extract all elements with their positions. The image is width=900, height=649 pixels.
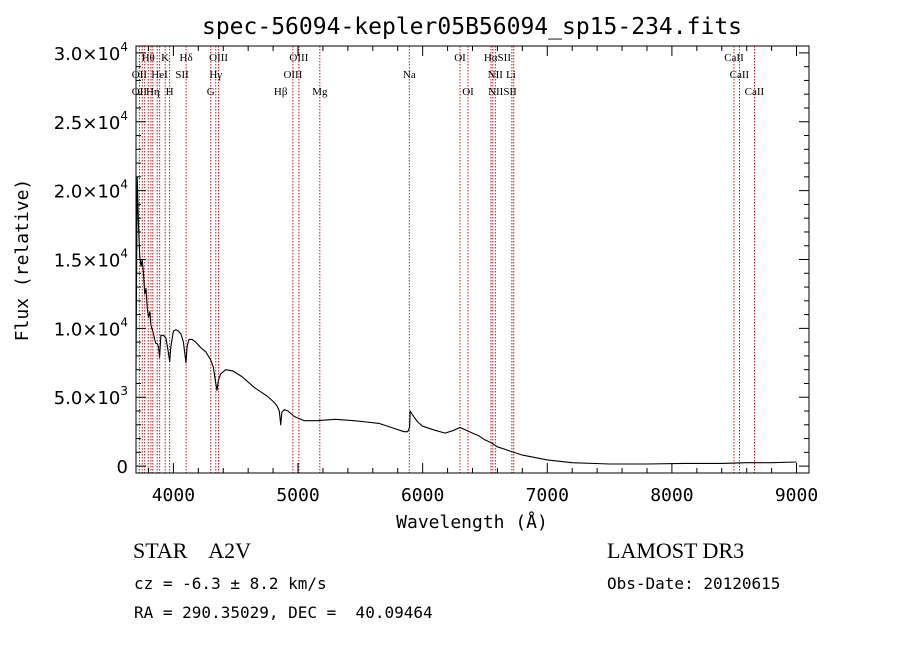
x-tick-label-9000: 9000	[775, 485, 818, 506]
x-tick-label-8000: 8000	[650, 485, 693, 506]
plot-frame	[135, 45, 810, 474]
observation-date: Obs-Date: 20120615	[607, 574, 781, 593]
redshift-velocity: cz = -6.3 ± 8.2 km/s	[134, 574, 327, 593]
line-label-20: G	[207, 86, 215, 98]
y-tick-exponent-30000: 4	[120, 40, 128, 54]
y-tick-exponent-5000: 3	[120, 384, 128, 398]
object-class: STAR	[133, 538, 188, 563]
y-tick-label-30000: 3.0×104	[54, 40, 128, 65]
line-label-13: Na	[403, 69, 416, 81]
line-label-21: Hβ	[274, 86, 288, 98]
line-label-0: Hθ	[142, 52, 155, 64]
x-axis-label: Wavelength (Å)	[396, 511, 548, 533]
line-label-8: OII	[132, 69, 148, 81]
y-tick-exponent-20000: 4	[120, 178, 128, 192]
line-label-25: CaII	[745, 86, 765, 98]
y-axis: 0 5.0×103 1.0×104 1.5×104 2.0×104 2.5×104 3.0×…	[54, 40, 809, 478]
x-tick-label-5000: 5000	[276, 485, 319, 506]
y-tick-exponent-10000: 4	[120, 315, 128, 329]
line-label-22: Mg	[312, 86, 328, 98]
line-label-23: OI	[462, 86, 474, 98]
line-label-1: K	[161, 52, 169, 64]
line-label-4: OIII	[289, 52, 308, 64]
x-axis: 4000 5000 6000 7000 8000 9000	[147, 46, 818, 506]
x-tick-label-7000: 7000	[526, 485, 569, 506]
line-label-10: SII	[175, 69, 189, 81]
spectral-line-labels: Hθ K Hδ OIII OIII OI HαSII CaII OII HeI SII Hγ OIII N…	[132, 52, 765, 98]
spectrum-chart: spec-56094-kepler05B56094_sp15-234.fits …	[12, 14, 818, 533]
spectral-line-markers	[138, 46, 755, 473]
line-label-14: NII	[488, 69, 504, 81]
line-label-12: OIII	[283, 69, 302, 81]
spectrum-line-0	[135, 176, 797, 465]
y-tick-exponent-15000: 4	[120, 247, 128, 261]
line-label-11: Hγ	[209, 69, 222, 81]
line-label-9: HeI	[151, 69, 168, 81]
y-tick-label-5000: 5.0×103	[54, 384, 128, 409]
y-tick-label-0: 0	[117, 457, 128, 478]
line-label-6: HαSII	[484, 52, 511, 64]
y-tick-label-10000: 1.0×104	[54, 315, 128, 340]
spectral-subclass: A2V	[208, 538, 252, 563]
line-label-18: Hη	[146, 86, 160, 98]
line-label-16: CaII	[730, 69, 750, 81]
y-axis-label: Flux (relative)	[12, 179, 33, 342]
line-label-3: OIII	[209, 52, 228, 64]
line-label-19: H	[166, 86, 174, 98]
y-tick-label-20000: 2.0×104	[54, 178, 128, 203]
y-tick-label-25000: 2.5×104	[54, 109, 128, 134]
coordinates: RA = 290.35029, DEC = 40.09464	[134, 603, 433, 622]
line-label-2: Hδ	[180, 52, 193, 64]
y-tick-label-15000: 1.5×104	[54, 247, 128, 272]
object-class-block: STAR A2V	[133, 538, 251, 564]
series-layer	[135, 176, 797, 465]
x-tick-label-6000: 6000	[401, 485, 444, 506]
y-tick-exponent-25000: 4	[120, 109, 128, 123]
line-label-5: OI	[454, 52, 466, 64]
line-label-24: NIISII	[488, 86, 517, 98]
survey-name: LAMOST DR3	[607, 538, 745, 563]
chart-title: spec-56094-kepler05B56094_sp15-234.fits	[202, 14, 742, 40]
line-label-15: Li	[506, 69, 516, 81]
line-label-7: CaII	[724, 52, 744, 64]
x-tick-label-4000: 4000	[152, 485, 195, 506]
